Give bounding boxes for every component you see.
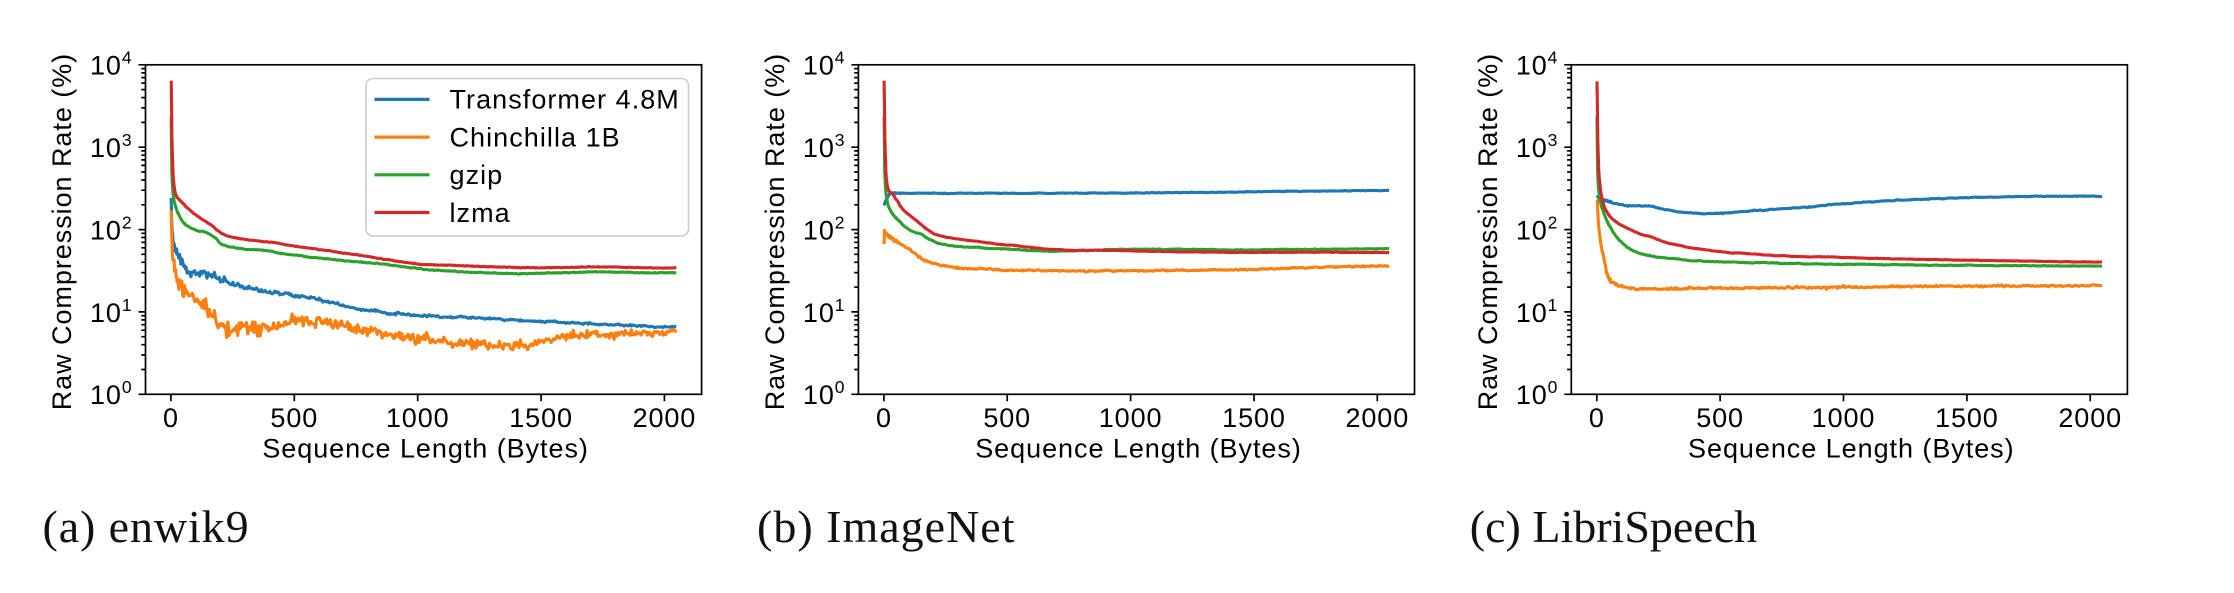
svg-text:Sequence Length (Bytes): Sequence Length (Bytes) (1688, 434, 2015, 464)
svg-text:Chinchilla 1B: Chinchilla 1B (450, 122, 621, 152)
svg-text:1500: 1500 (1222, 403, 1286, 433)
svg-text:(a) enwik9: (a) enwik9 (43, 501, 250, 552)
svg-text:1000: 1000 (1099, 403, 1163, 433)
svg-text:Raw Compression Rate (%): Raw Compression Rate (%) (47, 53, 77, 410)
svg-text:0: 0 (876, 403, 892, 433)
svg-text:(c) LibriSpeech: (c) LibriSpeech (1470, 501, 1757, 552)
svg-text:100: 100 (90, 377, 132, 410)
svg-text:1000: 1000 (1812, 403, 1876, 433)
svg-text:2000: 2000 (2058, 403, 2122, 433)
svg-text:1000: 1000 (386, 403, 450, 433)
svg-text:1500: 1500 (509, 403, 573, 433)
svg-text:104: 104 (803, 48, 845, 81)
svg-text:2000: 2000 (633, 403, 697, 433)
svg-text:500: 500 (270, 403, 318, 433)
svg-text:Sequence Length (Bytes): Sequence Length (Bytes) (262, 434, 589, 464)
svg-text:103: 103 (1516, 130, 1558, 163)
svg-text:0: 0 (163, 403, 179, 433)
svg-text:2000: 2000 (1345, 403, 1409, 433)
svg-text:500: 500 (1696, 403, 1744, 433)
svg-text:Raw Compression Rate (%): Raw Compression Rate (%) (1473, 53, 1503, 410)
svg-text:gzip: gzip (450, 160, 504, 190)
svg-text:500: 500 (983, 403, 1031, 433)
svg-text:(b) ImageNet: (b) ImageNet (757, 501, 1016, 552)
svg-text:0: 0 (1589, 403, 1605, 433)
svg-text:Sequence Length (Bytes): Sequence Length (Bytes) (975, 434, 1302, 464)
svg-text:Transformer 4.8M: Transformer 4.8M (450, 85, 680, 115)
svg-text:Raw Compression Rate (%): Raw Compression Rate (%) (760, 53, 790, 410)
svg-text:1500: 1500 (1935, 403, 1999, 433)
svg-text:lzma: lzma (450, 198, 511, 228)
